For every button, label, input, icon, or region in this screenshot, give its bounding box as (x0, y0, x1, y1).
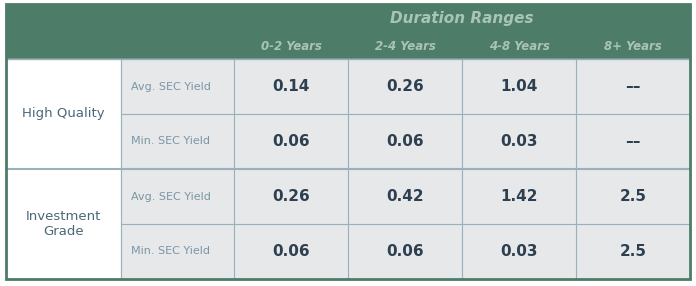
Bar (6, 34, 690, 59)
Bar (121, 114, 234, 169)
Bar (576, 169, 690, 224)
Text: 0.06: 0.06 (272, 134, 310, 149)
Bar (462, 169, 576, 224)
Bar (462, 114, 576, 169)
Text: 0.06: 0.06 (386, 244, 424, 259)
Bar (348, 59, 462, 114)
Bar (348, 169, 462, 224)
Text: 0.06: 0.06 (386, 134, 424, 149)
Bar (234, 59, 348, 114)
Text: 0.26: 0.26 (386, 79, 424, 94)
Text: ––: –– (625, 79, 641, 94)
Bar (576, 224, 690, 279)
Text: Avg. SEC Yield: Avg. SEC Yield (131, 192, 211, 202)
Text: Min. SEC Yield: Min. SEC Yield (131, 136, 210, 146)
Bar (348, 114, 462, 169)
Bar (6, 169, 121, 279)
Bar (462, 224, 576, 279)
Bar (6, 4, 690, 34)
Bar (234, 224, 348, 279)
Text: High Quality: High Quality (22, 108, 105, 120)
Bar (121, 59, 234, 114)
Bar (348, 224, 462, 279)
Text: 0-2 Years: 0-2 Years (260, 40, 322, 53)
Text: 0.03: 0.03 (500, 244, 538, 259)
Text: 0.42: 0.42 (386, 189, 424, 204)
Text: 0.03: 0.03 (500, 134, 538, 149)
Text: Min. SEC Yield: Min. SEC Yield (131, 247, 210, 257)
Text: 0.14: 0.14 (272, 79, 310, 94)
Bar (6, 59, 121, 169)
Text: 8+ Years: 8+ Years (604, 40, 662, 53)
Text: ––: –– (625, 134, 641, 149)
Bar (576, 59, 690, 114)
Bar (121, 169, 234, 224)
Bar (234, 114, 348, 169)
Text: 0.06: 0.06 (272, 244, 310, 259)
Text: 1.42: 1.42 (500, 189, 538, 204)
Text: Avg. SEC Yield: Avg. SEC Yield (131, 82, 211, 92)
Text: 2.5: 2.5 (619, 189, 647, 204)
Bar (234, 169, 348, 224)
Text: 2.5: 2.5 (619, 244, 647, 259)
Bar (121, 224, 234, 279)
Text: Duration Ranges: Duration Ranges (390, 11, 534, 27)
Text: 0.26: 0.26 (272, 189, 310, 204)
Bar (576, 114, 690, 169)
Text: Investment
Grade: Investment Grade (26, 210, 101, 238)
Text: 4-8 Years: 4-8 Years (489, 40, 549, 53)
Text: 2-4 Years: 2-4 Years (374, 40, 436, 53)
Text: 1.04: 1.04 (500, 79, 538, 94)
Bar (462, 59, 576, 114)
